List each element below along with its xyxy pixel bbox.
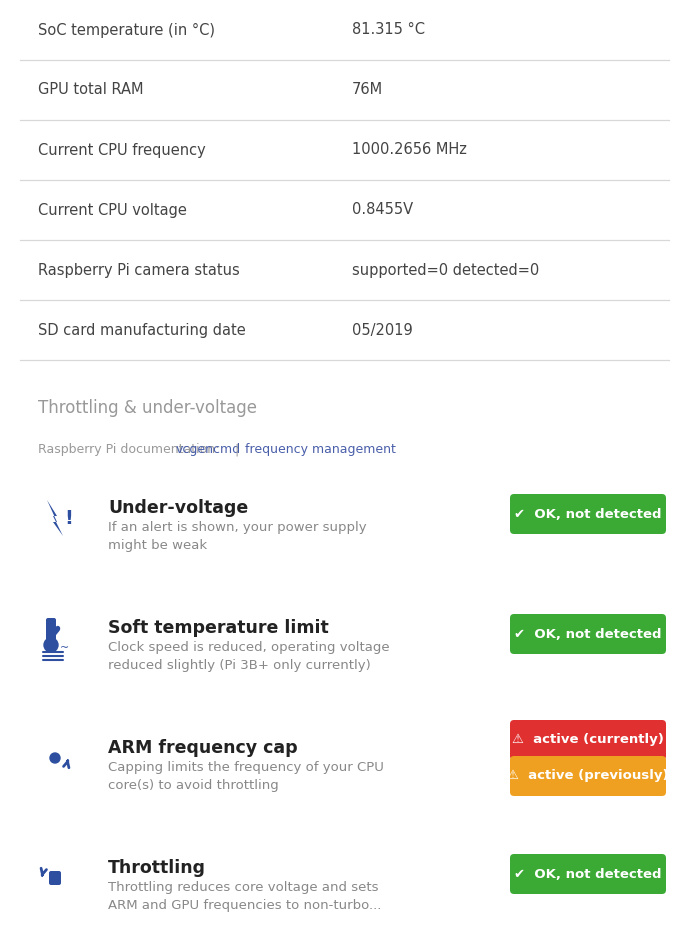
Text: frequency management: frequency management	[245, 443, 396, 456]
Text: Current CPU voltage: Current CPU voltage	[38, 203, 187, 218]
Text: SoC temperature (in °C): SoC temperature (in °C)	[38, 22, 215, 37]
Text: ✔  OK, not detected: ✔ OK, not detected	[514, 868, 661, 881]
Text: Soft temperature limit: Soft temperature limit	[108, 619, 329, 637]
Text: Throttling & under-voltage: Throttling & under-voltage	[38, 399, 257, 417]
Text: ⚠  active (previously): ⚠ active (previously)	[507, 770, 669, 783]
Text: ~: ~	[60, 643, 70, 653]
Text: ARM frequency cap: ARM frequency cap	[108, 739, 298, 757]
Text: ⚠  active (currently): ⚠ active (currently)	[512, 733, 664, 746]
Text: Raspberry Pi camera status: Raspberry Pi camera status	[38, 263, 240, 278]
Text: supported=0 detected=0: supported=0 detected=0	[352, 263, 539, 278]
Text: Throttling reduces core voltage and sets: Throttling reduces core voltage and sets	[108, 882, 378, 895]
Text: Capping limits the frequency of your CPU: Capping limits the frequency of your CPU	[108, 761, 384, 774]
Text: If an alert is shown, your power supply: If an alert is shown, your power supply	[108, 522, 367, 535]
Circle shape	[50, 753, 60, 763]
Text: ✔  OK, not detected: ✔ OK, not detected	[514, 627, 661, 640]
Text: Under-voltage: Under-voltage	[108, 499, 248, 517]
Text: !: !	[65, 509, 74, 527]
Text: Clock speed is reduced, operating voltage: Clock speed is reduced, operating voltag…	[108, 641, 389, 654]
Text: Throttling: Throttling	[108, 859, 206, 877]
Text: reduced slightly (Pi 3B+ only currently): reduced slightly (Pi 3B+ only currently)	[108, 659, 371, 672]
FancyBboxPatch shape	[510, 614, 666, 654]
FancyBboxPatch shape	[510, 854, 666, 894]
FancyBboxPatch shape	[49, 871, 61, 885]
FancyBboxPatch shape	[46, 618, 56, 642]
Text: GPU total RAM: GPU total RAM	[38, 82, 143, 97]
Text: ✔  OK, not detected: ✔ OK, not detected	[514, 508, 661, 521]
Text: Current CPU frequency: Current CPU frequency	[38, 142, 206, 157]
FancyBboxPatch shape	[510, 720, 666, 760]
Text: core(s) to avoid throttling: core(s) to avoid throttling	[108, 780, 279, 793]
Text: 1000.2656 MHz: 1000.2656 MHz	[352, 142, 467, 157]
Text: 76M: 76M	[352, 82, 383, 97]
FancyBboxPatch shape	[510, 494, 666, 534]
Text: vcgencmd: vcgencmd	[176, 443, 241, 456]
FancyBboxPatch shape	[510, 756, 666, 796]
Text: |: |	[231, 443, 243, 456]
Text: 81.315 °C: 81.315 °C	[352, 22, 425, 37]
Text: ♥: ♥	[49, 625, 61, 639]
Text: might be weak: might be weak	[108, 539, 207, 553]
Text: ARM and GPU frequencies to non-turbo...: ARM and GPU frequencies to non-turbo...	[108, 899, 382, 913]
Text: 0.8455V: 0.8455V	[352, 203, 413, 218]
Circle shape	[44, 638, 58, 652]
Polygon shape	[47, 500, 63, 536]
Text: Raspberry Pi documentation:: Raspberry Pi documentation:	[38, 443, 223, 456]
Text: 05/2019: 05/2019	[352, 323, 413, 338]
Text: SD card manufacturing date: SD card manufacturing date	[38, 323, 246, 338]
